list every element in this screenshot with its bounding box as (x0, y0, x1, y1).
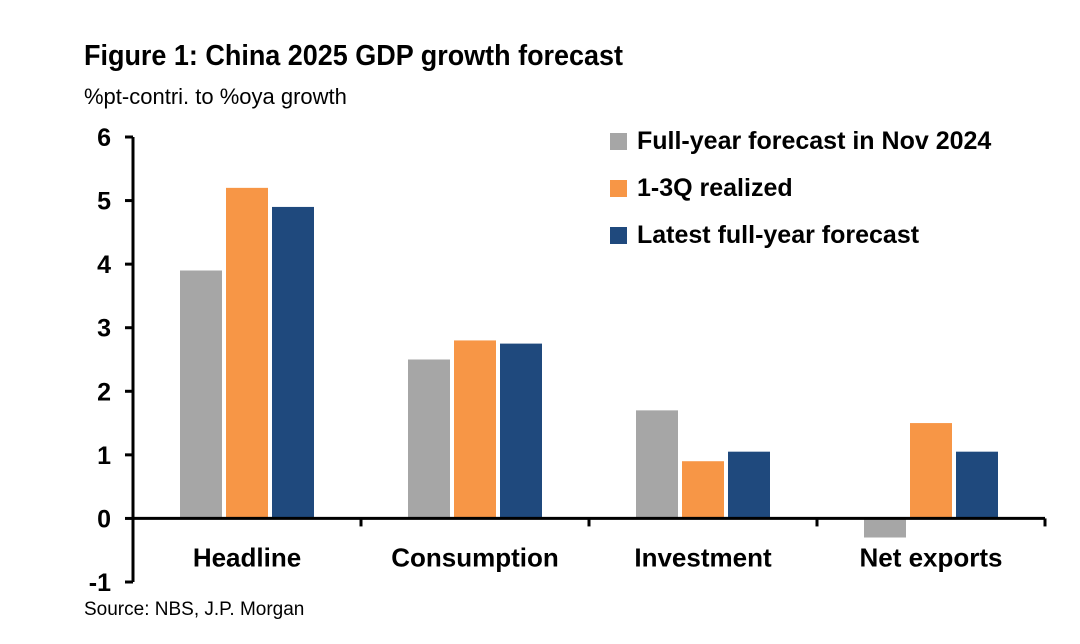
y-tick-label: 2 (97, 378, 111, 406)
legend-item: Latest full-year forecast (610, 212, 991, 259)
y-tick-label: 6 (97, 124, 111, 152)
bar-investment-series-1 (682, 461, 724, 519)
source-note: Source: NBS, J.P. Morgan (84, 599, 305, 620)
bar-headline-series-0 (180, 270, 222, 519)
bar-investment-series-0 (636, 410, 678, 519)
legend-item: 1-3Q realized (610, 165, 991, 212)
legend-swatch (610, 227, 627, 244)
bar-headline-series-1 (226, 187, 268, 519)
x-tick-label: Headline (193, 542, 301, 572)
chart-title: Figure 1: China 2025 GDP growth forecast (84, 40, 624, 72)
y-tick-label: 0 (97, 505, 111, 533)
legend-label: 1-3Q realized (637, 174, 793, 202)
legend-swatch (610, 180, 627, 197)
x-tick-label: Investment (634, 542, 772, 572)
bar-net-exports-series-2 (956, 451, 998, 519)
legend-item: Full-year forecast in Nov 2024 (610, 118, 991, 165)
legend-label: Full-year forecast in Nov 2024 (637, 127, 992, 155)
y-tick-label: 4 (97, 251, 111, 279)
bar-consumption-series-1 (454, 340, 496, 519)
y-tick-label: -1 (89, 569, 111, 597)
y-tick-label: 1 (97, 442, 111, 470)
bar-net-exports-series-0 (864, 518, 906, 538)
bar-investment-series-2 (728, 451, 770, 519)
bar-consumption-series-2 (500, 343, 542, 519)
bar-headline-series-2 (272, 206, 314, 519)
chart-subtitle: %pt-contri. to %oya growth (84, 84, 347, 109)
x-tick-label: Consumption (391, 542, 559, 572)
legend-label: Latest full-year forecast (637, 221, 920, 249)
y-tick-label: 3 (97, 315, 111, 343)
legend-swatch (610, 133, 627, 150)
y-tick-label: 5 (97, 188, 111, 216)
bar-net-exports-series-1 (910, 423, 952, 519)
bar-consumption-series-0 (408, 359, 450, 519)
legend: Full-year forecast in Nov 2024 1-3Q real… (610, 118, 991, 259)
x-tick-label: Net exports (859, 542, 1002, 572)
